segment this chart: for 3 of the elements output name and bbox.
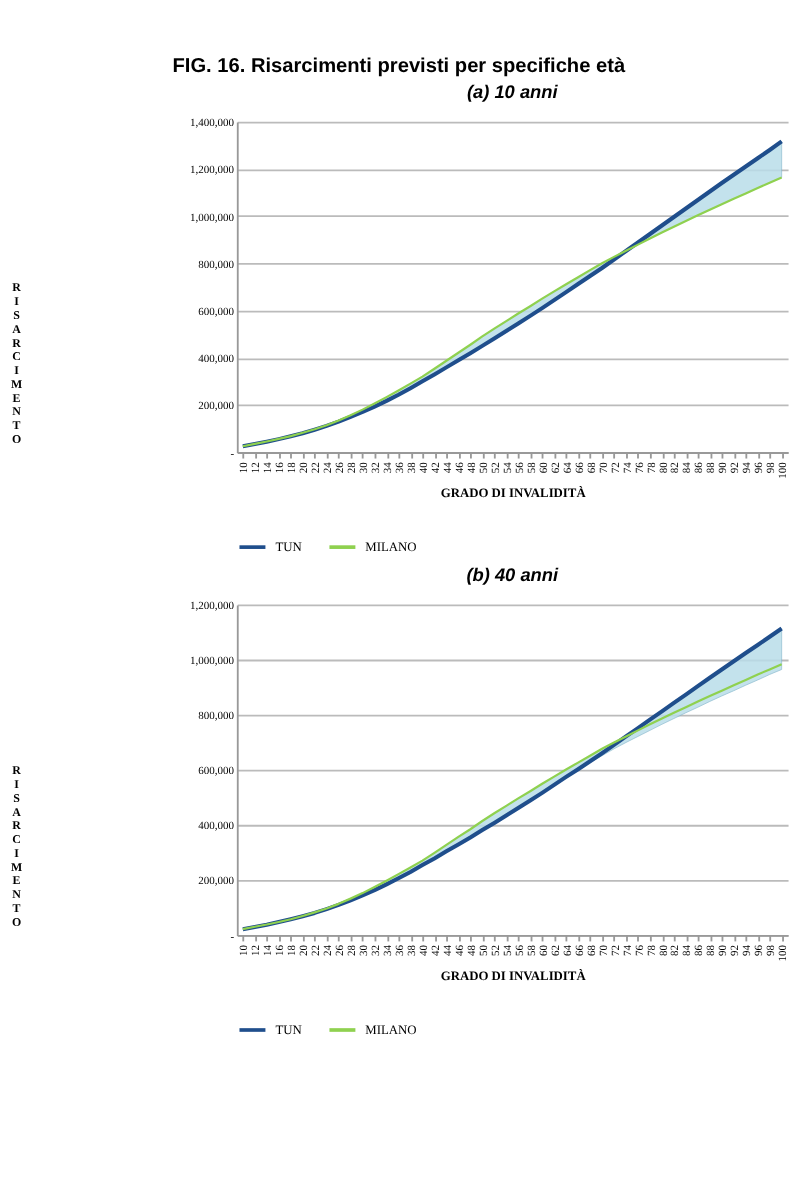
chart-title: FIG. 16. Risarcimenti previsti per specifiche età [172,56,626,79]
chart-subtitle: (b) 40 anni [466,564,559,585]
chart-subtitle: (a) 10 anni [466,81,559,102]
